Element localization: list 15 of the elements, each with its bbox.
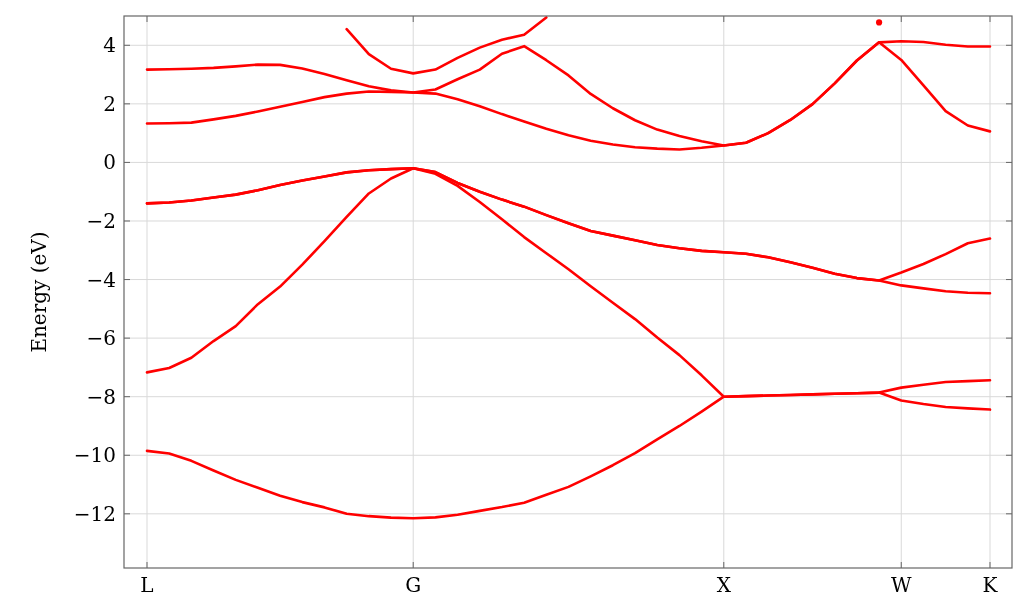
y-tick-label: 0 — [103, 150, 116, 175]
x-tick-label: L — [140, 573, 154, 597]
y-tick-label: −2 — [86, 208, 116, 233]
x-tick-label: X — [716, 573, 732, 597]
y-axis-title: Energy (eV) — [27, 231, 51, 353]
y-tick-label: 4 — [103, 33, 116, 58]
y-tick-label: −4 — [86, 267, 116, 292]
x-tick-label: W — [890, 573, 912, 597]
y-tick-label: −8 — [86, 384, 116, 409]
x-tick-label: K — [982, 573, 999, 597]
x-tick-label: G — [405, 573, 422, 597]
y-tick-label: −6 — [86, 326, 116, 351]
y-tick-label: −10 — [73, 443, 116, 468]
y-tick-label: 2 — [103, 91, 116, 116]
y-tick-label: −12 — [73, 501, 116, 526]
